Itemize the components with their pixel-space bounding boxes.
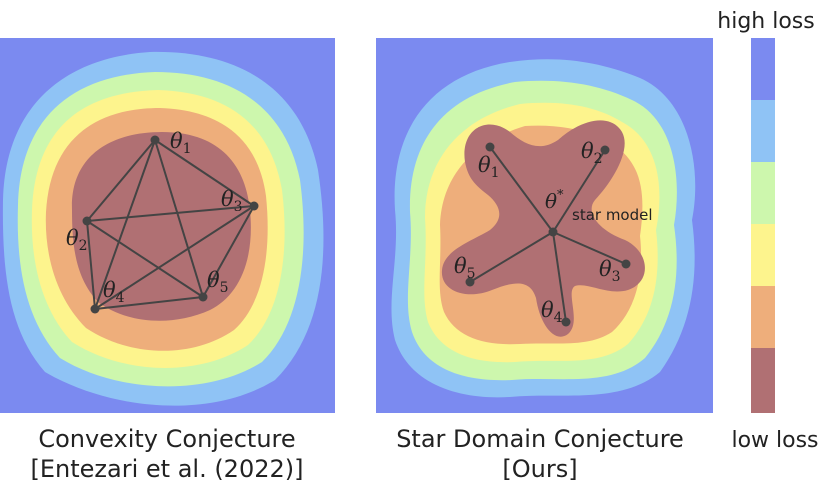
left-edge	[86, 139, 156, 222]
right-panel: θ1 θ2 θ3 θ4 θ5 θ* star model	[376, 38, 713, 413]
right-edge	[552, 231, 627, 265]
left-graph-edges	[86, 139, 255, 310]
left-node-4	[90, 304, 100, 314]
left-contour-5	[71, 132, 251, 321]
right-contour-5	[441, 120, 645, 337]
star-model-text: star model	[572, 206, 653, 224]
left-node-5	[198, 292, 208, 302]
colorbar-band-5	[751, 286, 775, 349]
left-caption-line1: Convexity Conjecture	[38, 425, 295, 453]
left-edge	[86, 220, 96, 310]
left-node-2	[82, 216, 92, 226]
colorbar-band-4	[751, 224, 775, 287]
star-model-node	[548, 227, 558, 237]
right-node-label-1: θ1	[478, 153, 500, 181]
right-node-5	[465, 277, 475, 287]
right-node-2	[600, 145, 610, 155]
right-node-4	[561, 317, 571, 327]
left-edge	[94, 139, 156, 310]
left-graph-nodes: θ1 θ2 θ3 θ4 θ5	[66, 129, 259, 314]
left-edge	[94, 205, 255, 310]
left-edge	[86, 205, 255, 222]
colorbar-band-3	[751, 162, 775, 225]
right-node-label-3: θ3	[599, 257, 621, 285]
right-edge	[469, 231, 554, 283]
colorbar-band-low	[751, 348, 775, 413]
colorbar-band-high	[751, 38, 775, 101]
left-edge	[94, 296, 204, 310]
loss-colorbar: high loss low loss	[717, 9, 818, 453]
right-node-3	[621, 259, 631, 269]
right-graph-nodes: θ1 θ2 θ3 θ4 θ5	[454, 139, 631, 327]
right-node-1	[485, 142, 495, 152]
right-edge	[489, 146, 554, 233]
left-node-label-3: θ3	[221, 187, 243, 215]
left-edge	[154, 139, 255, 207]
legend-low-loss-label: low loss	[731, 428, 818, 453]
left-edge	[86, 220, 204, 298]
right-node-label-2: θ2	[581, 139, 603, 167]
left-node-label-4: θ4	[103, 278, 125, 306]
left-caption-line2: [Entezari et al. (2022)]	[31, 455, 304, 483]
left-node-label-5: θ5	[207, 268, 229, 296]
legend-high-loss-label: high loss	[717, 9, 814, 34]
left-node-3	[249, 201, 259, 211]
left-edge	[154, 139, 204, 298]
right-edge	[552, 149, 606, 233]
right-edge	[552, 231, 567, 323]
right-caption-line2: [Ours]	[502, 455, 577, 483]
right-caption-line1: Star Domain Conjecture	[396, 425, 684, 453]
colorbar-band-2	[751, 100, 775, 163]
left-edge	[202, 205, 255, 298]
right-node-label-4: θ4	[541, 298, 563, 326]
left-node-label-2: θ2	[66, 226, 88, 254]
left-panel: θ1 θ2 θ3 θ4 θ5	[0, 38, 335, 413]
left-node-label-1: θ1	[170, 129, 192, 157]
left-node-1	[150, 135, 160, 145]
right-node-label-5: θ5	[454, 254, 476, 282]
right-graph-edges	[469, 146, 627, 323]
star-model-theta-label: θ*	[545, 188, 564, 213]
